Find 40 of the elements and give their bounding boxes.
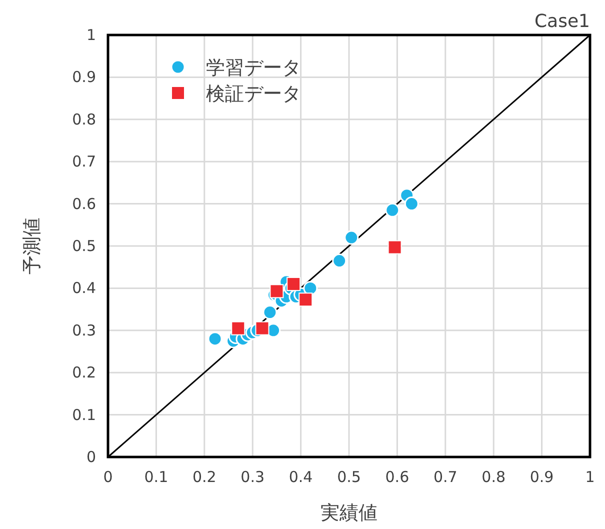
point (231, 321, 246, 336)
point (303, 280, 318, 296)
point (286, 276, 301, 291)
y-tick-label: 1 (86, 26, 96, 44)
x-tick-label: 0.1 (144, 468, 168, 486)
point (255, 321, 270, 336)
x-tick-label: 1 (585, 468, 595, 486)
point (270, 284, 284, 298)
legend-label: 検証データ (206, 83, 301, 105)
x-tick-label: 0 (103, 468, 113, 486)
x-axis-title: 実績値 (320, 502, 378, 524)
point (332, 254, 347, 268)
y-tick-label: 0.4 (72, 279, 96, 298)
point (385, 202, 400, 218)
point (208, 332, 222, 346)
y-tick-label: 0.8 (72, 110, 96, 128)
y-tick-label: 0 (86, 448, 96, 466)
x-tick-label: 0.5 (337, 468, 361, 486)
y-tick-label: 0.9 (72, 68, 96, 86)
point (388, 240, 402, 254)
x-tick-label: 0.7 (433, 468, 458, 486)
legend-label: 学習データ (206, 57, 301, 79)
y-tick-label: 0.3 (72, 321, 96, 340)
y-axis-title: 予測値 (21, 218, 43, 274)
y-tick-label: 0.5 (72, 237, 96, 255)
y-tick-label: 0.2 (72, 364, 96, 382)
y-tick-label: 0.6 (72, 194, 96, 213)
point (404, 196, 419, 212)
x-tick-label: 0.4 (288, 468, 313, 486)
point (344, 230, 359, 245)
x-tick-label: 0.3 (240, 468, 265, 486)
x-tick-label: 0.8 (482, 468, 506, 486)
x-tick-label: 0.2 (192, 468, 216, 486)
x-tick-label: 0.9 (530, 468, 554, 486)
y-tick-label: 0.7 (72, 152, 96, 171)
point (298, 292, 313, 307)
x-tick-label: 0.6 (385, 468, 410, 486)
point (262, 305, 278, 320)
chart-title: Case1 (534, 11, 590, 32)
y-tick-label: 0.1 (72, 406, 96, 424)
